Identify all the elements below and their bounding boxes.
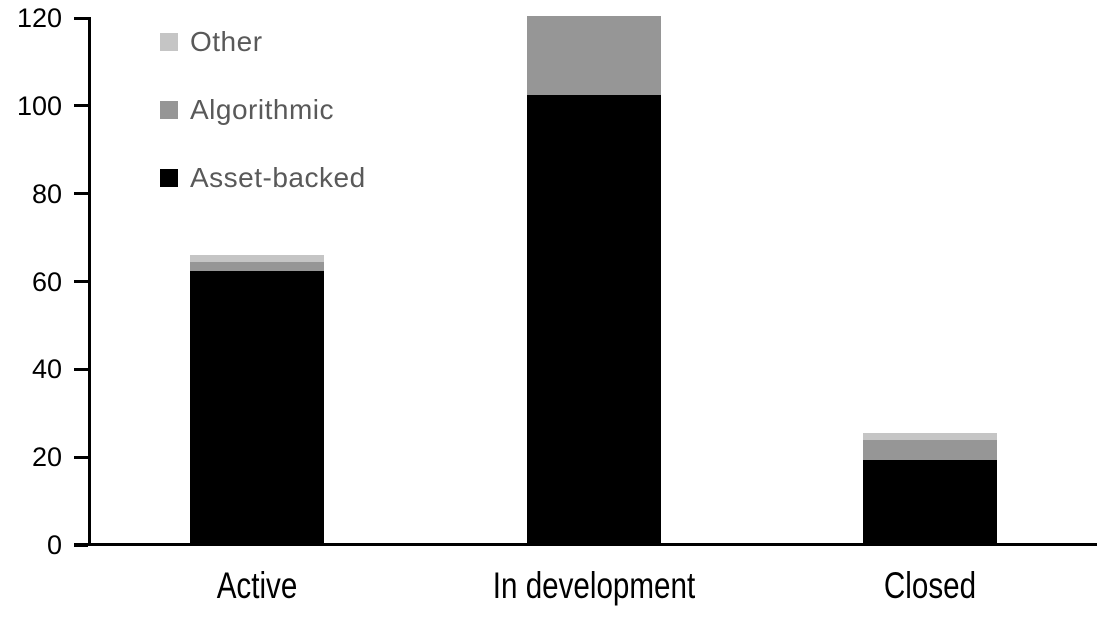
segment-other [190,255,324,262]
legend-item-algorithmic: Algorithmic [160,94,334,126]
x-axis-label-active: Active [216,565,298,606]
legend-item-other: Other [160,26,263,58]
y-tick-60 [74,280,88,283]
legend-label: Algorithmic [190,94,334,125]
legend-item-asset-backed: Asset-backed [160,162,366,194]
y-tick-label-40: 40 [31,354,62,385]
bar-in-development [527,16,661,543]
y-tick-20 [74,455,88,459]
y-tick-100 [74,104,88,108]
y-tick-40 [74,367,88,371]
legend-swatch-asset-backed [160,169,178,187]
y-tick-label-60: 60 [31,266,62,297]
segment-algorithmic [863,439,997,460]
segment-asset-backed [863,459,997,543]
segment-algorithmic [190,261,324,271]
segment-other [863,433,997,440]
segment-algorithmic [527,16,661,96]
y-tick-label-20: 20 [31,442,62,473]
y-tick-120 [74,16,88,20]
y-tick-label-120: 120 [16,3,62,33]
y-tick-80 [74,192,88,196]
segment-asset-backed [527,95,661,543]
x-axis-label-in-development: In development [492,565,696,606]
x-axis-line [74,543,1097,546]
bar-active [190,255,324,543]
y-tick-label-100: 100 [16,90,62,121]
x-axis-label-closed: Closed [883,565,977,606]
y-tick-label-80: 80 [31,178,62,209]
y-tick-0 [74,543,88,547]
legend-swatch-other [160,33,178,51]
legend-swatch-algorithmic [160,101,178,119]
bar-closed [863,433,997,543]
y-tick-label-0: 0 [46,530,62,560]
legend-label: Other [190,26,263,57]
legend-label: Asset-backed [190,162,366,193]
y-axis-line [88,17,91,546]
segment-asset-backed [190,270,324,543]
